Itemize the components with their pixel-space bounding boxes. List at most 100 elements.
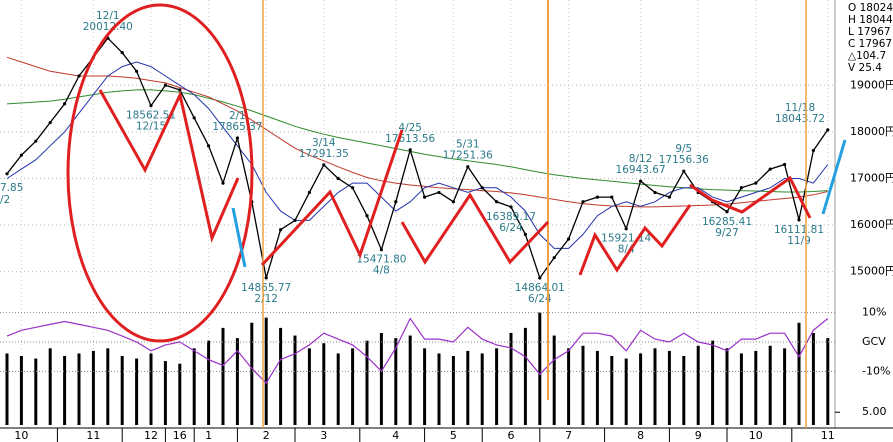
info-line: O 18024 [848, 2, 893, 14]
annotation-date: 11/9 [787, 235, 811, 247]
volume-bar [19, 356, 23, 425]
price-point [495, 200, 499, 204]
x-tick-label: 10 [749, 429, 763, 442]
price-point [552, 256, 556, 260]
volume-bar [466, 350, 470, 425]
price-point [768, 167, 772, 171]
edge-label: 7.85 [0, 182, 23, 194]
red-zigzag [260, 129, 404, 267]
volume-bar [667, 350, 671, 425]
volume-bar [322, 343, 326, 425]
annotation-value: 17865.37 [212, 121, 262, 133]
price-point [480, 186, 484, 190]
series-line [6, 317, 829, 385]
volume-bar [221, 327, 225, 425]
volume-bar [610, 356, 614, 425]
volume-bar [768, 345, 772, 425]
price-point [423, 195, 427, 199]
price-point [783, 162, 787, 167]
volume-bar [451, 356, 455, 425]
x-tick-label: 12 [144, 429, 158, 442]
volume-bar [811, 333, 815, 425]
x-tick-label: 7 [565, 429, 572, 442]
annotation-date: 9/5 [675, 143, 692, 155]
price-point [581, 200, 585, 204]
osc-tick-label: 10% [862, 306, 886, 319]
annotation-value: 16285.41 [702, 216, 752, 228]
annotation-date: 6/24 [499, 222, 523, 234]
price-point [826, 128, 830, 132]
price-point [610, 195, 614, 199]
volume-bar [120, 356, 124, 425]
x-tick-label: 6 [508, 429, 515, 442]
price-point [682, 169, 686, 173]
volume-bar [207, 340, 211, 425]
info-line: C 17967 [848, 38, 892, 50]
volume-bar [538, 312, 542, 425]
info-line: H 18044 [848, 14, 893, 26]
price-point [322, 163, 326, 167]
price-point [63, 102, 67, 106]
red-ellipse [66, 3, 254, 343]
annotation-value: 18043.72 [775, 113, 825, 125]
price-point [279, 228, 283, 232]
volume-bar [495, 348, 499, 425]
volume-bar [379, 333, 383, 425]
price-point [451, 200, 455, 204]
price-point [437, 190, 441, 195]
volume-bar [63, 356, 67, 425]
volume-bar [351, 348, 355, 425]
annotation-date: 4/8 [373, 265, 390, 277]
info-line: V 25.4 [848, 62, 882, 74]
volume-bar [91, 350, 95, 425]
volume-bar [653, 348, 657, 425]
edge-label: /2 [0, 194, 10, 206]
volume-bar [682, 356, 686, 425]
price-point [207, 144, 211, 148]
price-point [739, 186, 744, 190]
price-point [624, 227, 628, 231]
volume-bar [163, 361, 167, 425]
price-point [509, 205, 513, 209]
price-point [754, 181, 758, 185]
annotation-value: 18562.51 [126, 110, 176, 122]
annotation-date: 12/1 [96, 10, 120, 22]
volume-bar [264, 317, 268, 425]
red-zigzag [578, 204, 692, 276]
red-zigzag [689, 175, 812, 219]
annotation-date: 6/24 [528, 293, 552, 305]
annotation-date: 3/14 [312, 137, 336, 149]
annotation-date: 5/31 [456, 139, 480, 151]
annotation-value: 16111.81 [774, 224, 824, 236]
price-point [653, 190, 657, 195]
annotation-value: 14865.77 [241, 282, 291, 294]
volume-bar [711, 340, 715, 425]
volume-bar [394, 338, 398, 425]
volume-bar [336, 353, 340, 425]
annotation-date: 8/12 [629, 153, 653, 165]
volume-bar [437, 353, 441, 425]
volume-bar [178, 363, 182, 425]
blue-line [821, 139, 847, 215]
price-point [5, 172, 9, 176]
volume-bar [279, 327, 283, 425]
volume-bar [48, 348, 52, 425]
volume-bar [250, 322, 254, 425]
annotation-value: 20012.40 [83, 21, 133, 33]
overlays [66, 0, 847, 428]
x-tick-label: 2 [263, 429, 270, 442]
x-tick-label: 9 [695, 429, 702, 442]
volume-bar [106, 348, 110, 425]
price-point [19, 153, 23, 157]
volume-bar [365, 340, 369, 425]
price-point [293, 218, 297, 222]
price-point [365, 214, 369, 218]
x-tick-label: 8 [637, 429, 644, 442]
x-tick-label: 10 [14, 429, 28, 442]
annotation-value: 17291.35 [299, 148, 349, 160]
price-point [221, 181, 225, 185]
price-point [192, 116, 196, 120]
volume-bar [797, 322, 801, 425]
volume-bar [739, 353, 743, 425]
